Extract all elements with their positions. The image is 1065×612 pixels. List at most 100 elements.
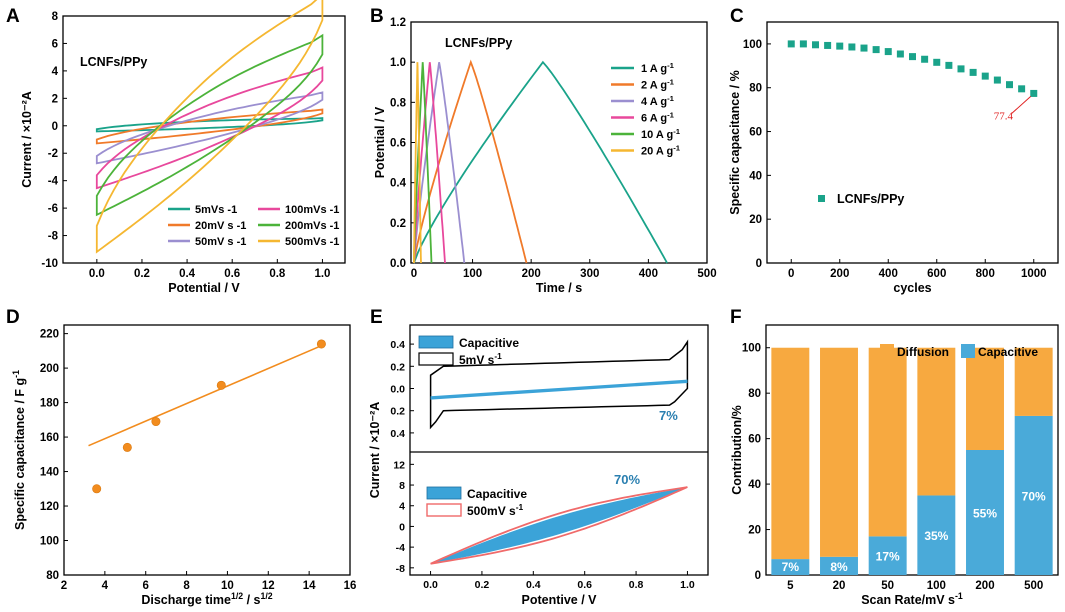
- panel-a-xtick-label: 0.8: [269, 268, 286, 280]
- panel-b-legend-label: 4 A g-1: [641, 94, 675, 109]
- panel-d-ytick-label: 80: [46, 570, 59, 582]
- panel-e-bottom-ytick-label: 8: [399, 480, 405, 492]
- panel-f-bar-capacitive: [917, 495, 956, 575]
- panel-e-bottom-ytick-label: 4: [399, 501, 405, 513]
- panel-f-ytick-label: 100: [742, 343, 761, 355]
- panel-f-bar-diffusion: [771, 347, 810, 560]
- panel-d-xtick-label: 2: [61, 580, 67, 592]
- panel-b-legend-label-part: 1 A g: [641, 63, 667, 75]
- panel-e-xtick-label: 0.2: [475, 579, 490, 591]
- panel-b-legend-label-part: 10 A g: [641, 129, 673, 141]
- panel-e-xtick-label: 0.0: [423, 579, 438, 591]
- panel-f-bar-diffusion: [966, 347, 1004, 450]
- panel-e-bottom-ytick-label: 0: [399, 521, 405, 533]
- panel-c-point: [1006, 81, 1013, 89]
- panel-f-bar-capacitive: [820, 556, 858, 575]
- panel-d-capacitance-chart: 2 4 6 8 10 12 14 16 220 200 180 160 140 120 100 80 Disch…: [11, 324, 356, 607]
- panel-c-xtick-label: 200: [830, 268, 849, 280]
- panel-d-ytick-label: 100: [40, 536, 59, 548]
- panel-d-frame: [63, 324, 351, 576]
- panel-f-ylabel: Contribution/%: [730, 405, 744, 495]
- panel-b-xtick-label: 300: [580, 268, 599, 280]
- panel-b-ytick-label: 0.8: [390, 97, 407, 109]
- panel-a-ytick-label: 4: [52, 66, 59, 78]
- panel-b-legend-label-part: -1: [673, 127, 681, 136]
- panel-f-legend-swatch-capacitive: [961, 344, 975, 358]
- panel-f-legend-label-capacitive: Capacitive: [978, 345, 1038, 359]
- panel-a-annotation: LCNFs/PPy: [80, 55, 147, 69]
- panel-d-xlabel-part: 1/2: [231, 591, 243, 601]
- panel-label-c: C: [730, 6, 744, 27]
- panel-a-ytick-label: -6: [48, 203, 58, 215]
- panel-f-bar-label: 17%: [876, 550, 900, 564]
- panel-e-bottom-cv-outline: [430, 486, 688, 565]
- panel-d-ytick-label: 160: [40, 432, 59, 444]
- panel-b-gcd-curve: [413, 60, 668, 264]
- panel-f-bar-capacitive: [868, 536, 907, 575]
- panel-c-legend-swatch: [818, 195, 825, 202]
- panel-d-point: [316, 339, 326, 349]
- panel-e-bottom-annotation: 70%: [614, 472, 640, 487]
- panel-f-bar-diffusion: [1014, 347, 1053, 416]
- panel-b-legend-label: 20 A g-1: [641, 143, 681, 158]
- panel-c-annotation: 77.4: [994, 110, 1014, 122]
- panel-e-top-annotation: 7%: [659, 408, 678, 423]
- panel-d-ytick-label: 220: [40, 329, 59, 341]
- panel-label-f: F: [730, 307, 742, 328]
- panel-e-top-legend-label: Capacitive: [459, 336, 519, 350]
- panel-f-ytick-label: 40: [748, 479, 761, 491]
- panel-c-point: [799, 40, 807, 48]
- panel-a-legend-label: 5mVs -1: [195, 204, 237, 216]
- panel-e-top-legend-swatch-outline: [418, 352, 454, 366]
- panel-f-xlabel-part: -1: [955, 591, 963, 601]
- panel-e-xtick-label: 0.6: [577, 579, 592, 591]
- panel-c-point: [812, 41, 819, 49]
- panel-c-ytick-label: 0: [756, 258, 762, 270]
- panel-f-bar-diffusion: [820, 347, 858, 557]
- panel-c-point: [969, 68, 977, 76]
- panel-f-xlabel-part: Scan Rate/mV s: [861, 593, 955, 607]
- panel-b-legend-label: 1 A g-1: [641, 61, 675, 76]
- panel-c-point: [860, 44, 868, 52]
- panel-f-xtick-label: 5: [787, 580, 794, 592]
- panel-f-xtick-label: 200: [975, 580, 994, 592]
- panel-e-bottom-ytick-label: -4: [396, 542, 405, 554]
- panel-b-gcd-curve: [413, 62, 422, 264]
- panel-d-point: [151, 417, 161, 427]
- panel-c-point: [945, 61, 953, 69]
- panel-f-frame: [765, 324, 1059, 576]
- panel-e-xtick-label: 0.4: [526, 579, 541, 591]
- panel-c-ytick-label: 60: [749, 127, 762, 139]
- panel-f-bar-label: 55%: [973, 507, 997, 521]
- panel-e-top-ytick-label: 0.2: [390, 361, 405, 373]
- panel-e-top-ytick-label: 0.0: [390, 384, 405, 396]
- panel-d-xtick-label: 4: [102, 580, 109, 592]
- panel-c-xtick-label: 400: [879, 268, 898, 280]
- panel-c-xtick-label: 600: [927, 268, 946, 280]
- panel-a-xlabel: Potential / V: [168, 281, 240, 295]
- panel-c-point: [787, 40, 795, 48]
- panel-f-bar-capacitive: [771, 559, 810, 575]
- panel-d-xtick-label: 8: [183, 580, 190, 592]
- panel-b-legend-label-part: 4 A g: [641, 96, 667, 108]
- panel-e-top-ytick-label: 0.4: [390, 339, 405, 351]
- panel-a-cv-curve: [95, 0, 324, 254]
- panel-c-ytick-label: 80: [749, 83, 762, 95]
- panel-f-xlabel: Scan Rate/mV s-1: [861, 591, 963, 607]
- panel-c-point: [909, 53, 916, 61]
- panel-b-ytick-label: 0.2: [390, 218, 406, 230]
- panel-a-ytick-label: -10: [41, 258, 58, 270]
- panel-a-ytick-label: 2: [52, 93, 58, 105]
- panel-b-ytick-label: 1.2: [390, 17, 406, 29]
- panel-b-ytick-label: 0.4: [390, 178, 407, 190]
- panel-e-bottom-legend-label-2-part: -1: [516, 502, 524, 512]
- panel-c-point: [824, 41, 832, 49]
- panel-a-ytick-label: 8: [52, 11, 59, 23]
- panel-d-fit-line: [88, 344, 322, 447]
- panel-e-top-legend-label-2-part: 5mV s: [459, 353, 495, 367]
- panel-f-ytick-label: 20: [748, 525, 761, 537]
- panel-c-point: [836, 42, 844, 50]
- panel-e-bottom-capacitive-fill: [430, 487, 688, 564]
- panel-e-bottom-legend-label-2-part: 500mV s: [467, 504, 516, 518]
